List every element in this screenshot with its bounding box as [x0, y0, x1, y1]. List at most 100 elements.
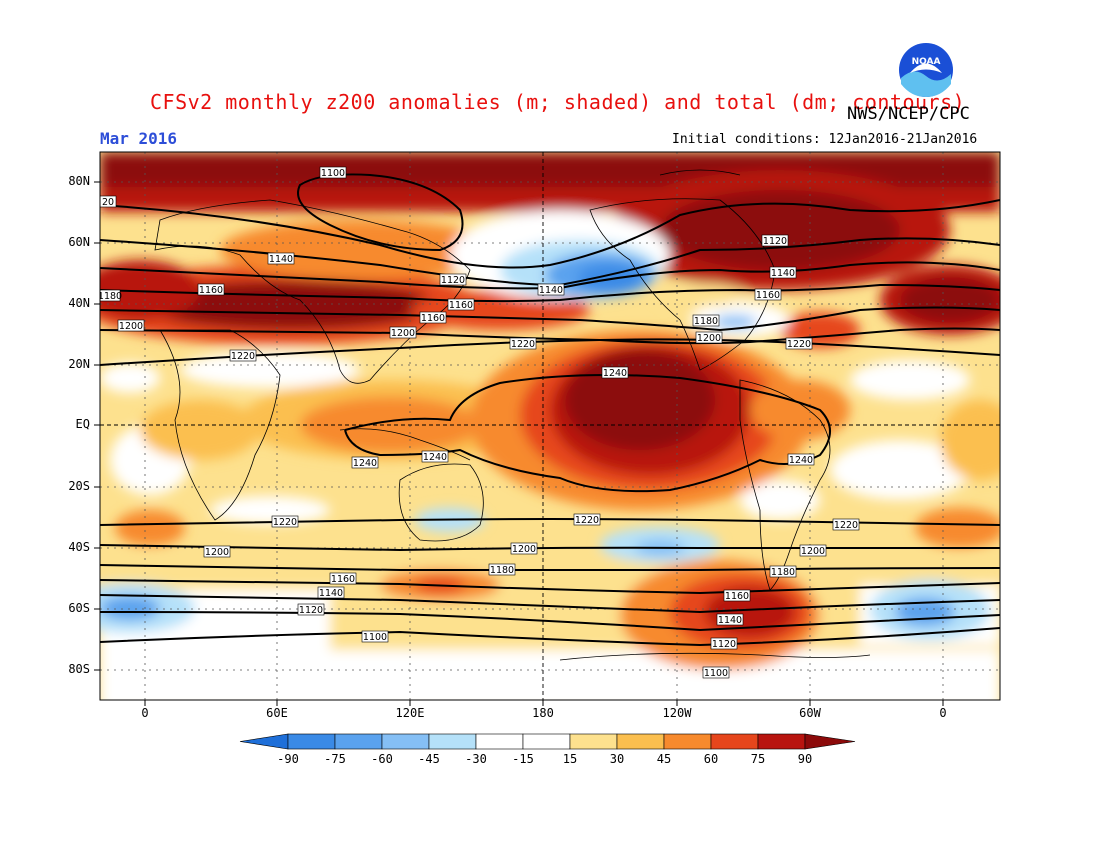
lat-label: 40N: [68, 296, 90, 310]
colorbar-segment: [663, 733, 712, 750]
svg-text:1240: 1240: [353, 458, 377, 469]
svg-text:1160: 1160: [756, 290, 780, 301]
svg-text:1160: 1160: [449, 300, 473, 311]
contour-label: 1200: [203, 545, 231, 558]
colorbar-label: 45: [656, 752, 672, 766]
contour-label: 1220: [573, 513, 601, 526]
contour-label: 1160: [723, 589, 751, 602]
svg-text:1160: 1160: [199, 285, 223, 296]
colorbar-label: -75: [324, 752, 346, 766]
svg-text:1200: 1200: [697, 333, 721, 344]
lon-label: 0: [141, 706, 149, 720]
colorbar-arrow-left: [239, 733, 289, 750]
lat-label: 20S: [68, 479, 90, 493]
colorbar-segment: [757, 733, 806, 750]
lon-label: 120W: [662, 706, 692, 720]
contour-label: 1160: [197, 283, 225, 296]
lat-label: 60S: [68, 601, 90, 615]
forecast-month: Mar 2016: [100, 129, 178, 148]
contour-label: 1160: [447, 298, 475, 311]
svg-text:1220: 1220: [834, 520, 858, 531]
height-contours: [100, 173, 1000, 647]
axis-ticks: [94, 181, 944, 706]
colorbar-segment: [569, 733, 618, 750]
lat-label: 80S: [68, 662, 90, 676]
svg-text:1120: 1120: [299, 605, 323, 616]
contour-label: 1100: [702, 666, 730, 679]
lat-label: 60N: [68, 235, 90, 249]
coastlines: [154, 169, 871, 661]
colorbar-segment: [710, 733, 759, 750]
contour-label: 1220: [832, 518, 860, 531]
svg-text:1120: 1120: [763, 236, 787, 247]
lat-label: 80N: [68, 174, 90, 188]
colorbar-label: 60: [703, 752, 719, 766]
organization-label: NWS/NCEP/CPC: [847, 104, 970, 124]
lon-label: 60W: [799, 706, 821, 720]
svg-text:1220: 1220: [511, 339, 535, 350]
contour-label: 1140: [769, 266, 797, 279]
colorbar-label: -30: [465, 752, 487, 766]
contour-label: 1220: [229, 349, 257, 362]
colorbar-label: 15: [562, 752, 578, 766]
contour-label: 1120: [710, 637, 738, 650]
colorbar-segment: [616, 733, 665, 750]
contour-label: 1120: [439, 273, 467, 286]
svg-text:1100: 1100: [363, 632, 387, 643]
contour-label: 1100: [319, 166, 347, 179]
svg-text:1220: 1220: [787, 339, 811, 350]
svg-text:20: 20: [102, 197, 114, 208]
contour-label: 1220: [509, 337, 537, 350]
svg-text:1140: 1140: [539, 285, 563, 296]
svg-text:1220: 1220: [231, 351, 255, 362]
colorbar-arrow-right: [804, 733, 856, 750]
svg-text:1180: 1180: [694, 316, 718, 327]
contour-label: 1100: [361, 630, 389, 643]
contour-label: 1200: [510, 542, 538, 555]
lon-label: 60E: [266, 706, 288, 720]
contour-label: 1240: [787, 453, 815, 466]
contour-label: 1120: [297, 603, 325, 616]
colorbar-label: 30: [609, 752, 625, 766]
contour-label: 1180: [488, 563, 516, 576]
contour-label: 1200: [389, 326, 417, 339]
colorbar-segment: [334, 733, 383, 750]
colorbar-segment: [475, 733, 524, 750]
svg-text:1140: 1140: [269, 254, 293, 265]
contour-label: 1180: [769, 565, 797, 578]
svg-text:1240: 1240: [603, 368, 627, 379]
initial-conditions: Initial conditions: 12Jan2016-21Jan2016: [672, 132, 978, 147]
svg-text:1220: 1220: [273, 517, 297, 528]
contour-label: 1240: [421, 450, 449, 463]
contour-label: 1240: [351, 456, 379, 469]
svg-text:1140: 1140: [771, 268, 795, 279]
colorbar-label: -15: [512, 752, 534, 766]
contour-label: 20: [100, 195, 117, 208]
contour-label: 1140: [537, 283, 565, 296]
svg-text:1180: 1180: [771, 567, 795, 578]
colorbar-label: -45: [418, 752, 440, 766]
svg-text:1200: 1200: [119, 321, 143, 332]
svg-text:1160: 1160: [331, 574, 355, 585]
contour-label: 1200: [695, 331, 723, 344]
svg-text:1240: 1240: [789, 455, 813, 466]
colorbar-segment: [287, 733, 336, 750]
contour-label: 1220: [271, 515, 299, 528]
contour-label: 1240: [601, 366, 629, 379]
colorbar-label: 90: [797, 752, 813, 766]
svg-text:1180: 1180: [490, 565, 514, 576]
contour-label: 1180: [692, 314, 720, 327]
colorbar-segment: [381, 733, 430, 750]
colorbar-segment: [522, 733, 571, 750]
svg-text:1140: 1140: [319, 588, 343, 599]
svg-text:1240: 1240: [423, 452, 447, 463]
svg-text:1180: 1180: [98, 291, 122, 302]
colorbar-label: -60: [371, 752, 393, 766]
contour-label: 1180: [98, 289, 122, 302]
colorbar-label: 75: [750, 752, 766, 766]
svg-text:1200: 1200: [205, 547, 229, 558]
contour-label: 1120: [761, 234, 789, 247]
colorbar-label: -90: [277, 752, 299, 766]
